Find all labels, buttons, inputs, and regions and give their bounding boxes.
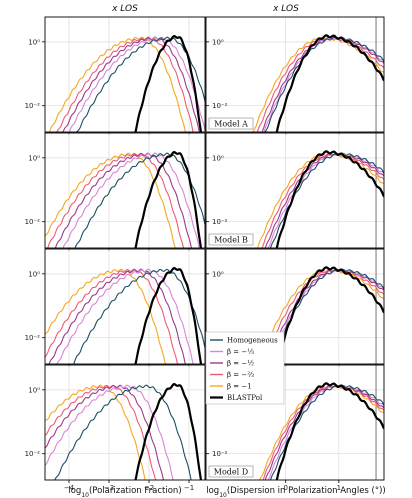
- y-tick-label: 10⁻²: [25, 218, 41, 226]
- panel-model-d-fraction: 10⁻² 10⁰ −4 −3 −2 −1: [25, 364, 206, 492]
- panel-frame: [205, 364, 385, 481]
- legend-box: [205, 331, 285, 405]
- legend-label-b1: β = −1: [227, 383, 252, 391]
- series-line-blast: [134, 382, 203, 480]
- series-line-b23: [45, 384, 157, 480]
- y-tick-label: 10⁰: [28, 154, 40, 162]
- panel-frame: [205, 248, 385, 365]
- panel-model-c-fraction: 10⁻² 10⁰: [25, 248, 206, 367]
- x-tick-label: −3: [104, 484, 114, 492]
- panel-frame: [205, 132, 385, 249]
- x-tick-label: 0: [283, 484, 287, 492]
- series-line-b12: [62, 36, 200, 132]
- x-tick-label: −4: [64, 484, 75, 492]
- col-title-right: x LOS: [272, 4, 299, 14]
- series-line-b12: [264, 384, 384, 480]
- legend-label-b12: β = −½: [227, 360, 254, 368]
- y-tick-label: 10⁰: [212, 154, 224, 162]
- series-line-blast: [275, 382, 384, 480]
- series-line-b1: [252, 36, 384, 132]
- series-line-b23: [56, 36, 194, 132]
- series-line-b1: [45, 152, 176, 248]
- series-line-blast: [134, 266, 203, 364]
- series-line-homogeneous: [76, 36, 205, 132]
- series-line-b12: [48, 268, 186, 364]
- series-line-b13: [56, 268, 194, 364]
- series-line-homogeneous: [54, 384, 192, 480]
- y-tick-label: 10⁰: [28, 386, 40, 394]
- series-line-homogeneous: [73, 268, 205, 364]
- series-line-b12: [264, 152, 384, 248]
- series-line-b12: [45, 384, 165, 480]
- y-tick-label: 10⁻²: [25, 334, 41, 342]
- legend-label-blast: BLASTPol: [227, 394, 263, 402]
- xlabel-right: log10(Dispersion in Polarization Angles …: [206, 486, 386, 498]
- series-line-b23: [262, 384, 384, 480]
- legend-label-b23: β = −⅔: [227, 371, 254, 379]
- series-line-b23: [256, 36, 384, 132]
- series-line-b23: [262, 268, 384, 364]
- panel-frame: [44, 248, 206, 365]
- series-line-homogeneous: [264, 36, 384, 132]
- series-line-b1: [257, 268, 384, 364]
- series-line-b13: [62, 152, 200, 248]
- legend-label-homogeneous: Homogeneous: [227, 337, 278, 345]
- y-tick-label: 10⁰: [212, 270, 224, 278]
- y-tick-label: 10⁻²: [212, 218, 228, 226]
- panel-frame: [44, 364, 206, 481]
- panel-frame: [205, 16, 385, 133]
- series-line-homogeneous: [269, 152, 384, 248]
- y-tick-label: 10⁻²: [25, 450, 41, 458]
- series-line-b23: [47, 152, 185, 248]
- x-tick-label: 1: [337, 484, 341, 492]
- series-line-b13: [267, 152, 384, 248]
- series-line-b1: [45, 384, 146, 480]
- series-line-b1: [257, 152, 384, 248]
- xlabel-left: log10(Polarization Fraction): [68, 486, 181, 498]
- panel-model-b-fraction: 10⁻² 10⁰: [25, 132, 206, 251]
- series-line-b23: [45, 268, 179, 364]
- model-label-box: [208, 465, 254, 478]
- model-label: Model D: [214, 467, 248, 476]
- panel-frame: [44, 16, 206, 133]
- legend: Homogeneous β = −⅓ β = −½ β = −⅔ β = −1 BLAST…: [205, 331, 285, 405]
- series-line-blast: [275, 34, 384, 132]
- series-line-b23: [261, 152, 384, 248]
- series-line-b1: [48, 36, 187, 132]
- y-tick-label: 10⁻²: [212, 102, 228, 110]
- panel-model-a-dispersion: 10⁻² 10⁰ Model A: [205, 16, 385, 135]
- y-tick-label: 10⁻²: [212, 450, 228, 458]
- series-line-blast: [275, 150, 384, 248]
- series-line-b13: [45, 384, 174, 480]
- panel-model-a-fraction: 10⁻² 10⁰: [25, 16, 206, 135]
- model-label-box: [208, 117, 254, 130]
- series-line-b13: [263, 36, 384, 132]
- panel-model-b-dispersion: 10⁻² 10⁰ Model B: [205, 132, 385, 251]
- x-tick-label: −1: [184, 484, 194, 492]
- series-line-blast: [134, 34, 203, 132]
- series-line-b13: [68, 36, 205, 132]
- series-line-b12: [261, 36, 384, 132]
- series-line-homogeneous: [74, 152, 205, 248]
- model-label-box: [208, 233, 254, 246]
- series-line-blast: [275, 266, 384, 364]
- model-label: Model B: [214, 235, 248, 244]
- panel-frame: [44, 132, 206, 249]
- y-tick-label: 10⁰: [212, 38, 224, 46]
- series-line-blast: [134, 150, 203, 248]
- series-line-b12: [54, 152, 192, 248]
- y-tick-label: 10⁰: [28, 270, 40, 278]
- x-tick-label: −2: [144, 484, 154, 492]
- col-title-left: x LOS: [111, 4, 138, 14]
- y-tick-label: 10⁰: [28, 38, 40, 46]
- model-label: Model A: [214, 119, 248, 128]
- legend-label-b13: β = −⅓: [227, 348, 254, 356]
- y-tick-label: 10⁻²: [25, 102, 41, 110]
